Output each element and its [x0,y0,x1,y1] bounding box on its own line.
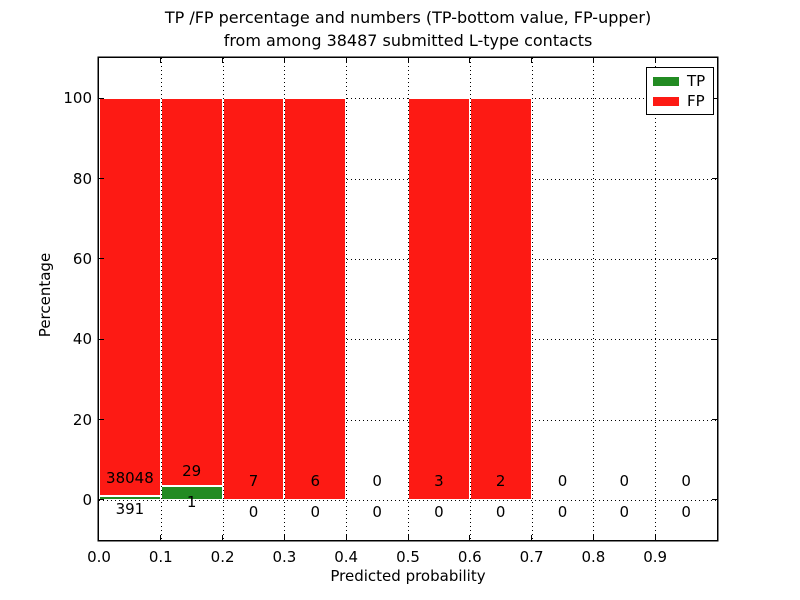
gridline-vertical [593,58,595,540]
x-tick-mark [345,535,347,540]
tp-count-label: 0 [495,502,506,521]
tp-count-label: 0 [557,502,568,521]
chart-title-line1: TP /FP percentage and numbers (TP-bottom… [164,8,652,27]
y-tick-mark [99,499,104,501]
bar-segment-fp [99,98,161,496]
y-tick-mark [99,178,104,179]
tp-count-label: 391 [115,499,145,518]
y-tick-mark [99,97,104,99]
fp-legend-swatch [653,96,679,106]
x-tick-label: 0.0 [87,548,111,566]
bar-segment-fp [408,98,470,500]
x-tick-mark [654,535,656,540]
x-tick-mark [654,58,656,63]
y-tick-mark [712,499,717,501]
fp-count-label: 3 [434,471,444,490]
gridline-vertical [160,58,162,540]
x-tick-mark [469,58,471,63]
legend-item-label: FP [687,92,705,110]
x-tick-mark [160,58,162,63]
legend-item-label: TP [687,72,706,90]
y-tick-mark [712,338,717,340]
tp-count-label: 0 [434,502,444,521]
fp-count-label: 29 [182,461,202,480]
gridline-vertical [655,58,657,540]
tp-count-label: 1 [186,492,197,511]
y-tick-mark [712,178,717,179]
chart-title-line2: from among 38487 submitted L-type contac… [223,31,593,50]
y-tick-mark [712,258,717,260]
x-tick-mark [469,535,471,540]
fp-count-label: 6 [310,471,321,490]
gridline-vertical [284,58,286,540]
y-tick-mark [712,419,717,420]
x-tick-label: 0.1 [148,548,173,566]
fp-count-label: 2 [495,471,506,490]
y-tick-label: 100 [63,89,92,108]
plot-area: 38048 391 29 1 7 0 6 0 0 0 3 0 2 0 0 0 0 0 0 0 [99,58,717,540]
x-axis-label: Predicted probability [330,567,486,585]
gridline-vertical [469,58,471,540]
fp-count-label: 38048 [106,468,154,487]
fp-count-label: 0 [681,471,691,490]
y-tick-label: 40 [72,330,92,349]
x-tick-mark [407,58,409,63]
x-tick-mark [283,535,285,540]
tp-count-label: 0 [372,502,382,521]
gridline-vertical [531,58,533,540]
x-tick-mark [345,58,347,63]
gridline-vertical [346,58,348,540]
x-tick-label: 0.8 [581,548,606,566]
x-tick-mark [283,58,285,63]
legend-item: FP [653,92,707,110]
fp-count-label: 0 [619,471,630,490]
x-tick-mark [407,535,409,540]
x-tick-mark [592,535,594,540]
tp-count-label: 0 [619,502,630,521]
gridline-vertical [222,58,224,540]
y-tick-label: 20 [72,410,92,429]
x-tick-mark [592,58,594,63]
y-tick-mark [99,258,104,260]
bar-segment-fp [222,98,285,500]
bar-segment-tp [99,495,161,500]
y-tick-label: 0 [82,490,92,509]
tp-legend-swatch [653,76,679,86]
x-tick-mark [222,58,224,63]
y-tick-label: 80 [72,169,92,188]
x-tick-label: 0.3 [272,548,297,566]
x-tick-mark [160,535,162,540]
legend-item: TP [653,72,707,90]
fp-count-label: 0 [557,471,568,490]
x-tick-label: 0.9 [643,548,668,566]
x-tick-label: 0.5 [396,548,420,566]
tp-count-label: 0 [248,502,259,521]
fp-count-label: 0 [372,471,382,490]
x-tick-label: 0.4 [334,548,359,566]
bar-segment-fp [160,98,223,487]
tp-count-label: 0 [681,502,691,521]
fp-count-label: 7 [248,471,259,490]
bar-segment-fp [469,98,532,500]
legend: TP FP [646,67,714,115]
x-tick-label: 0.6 [457,548,482,566]
gridline-vertical [408,58,409,540]
y-tick-mark [99,419,104,420]
chart-title: TP /FP percentage and numbers (TP-bottom… [99,6,717,52]
y-tick-mark [99,338,104,340]
x-tick-label: 0.2 [210,548,235,566]
x-tick-label: 0.7 [519,548,544,566]
tp-count-label: 0 [310,502,321,521]
x-tick-mark [222,535,224,540]
y-tick-mark [712,97,717,99]
y-tick-label: 60 [72,249,92,268]
x-tick-mark [531,58,533,63]
bar-segment-fp [284,98,347,500]
x-tick-mark [531,535,533,540]
